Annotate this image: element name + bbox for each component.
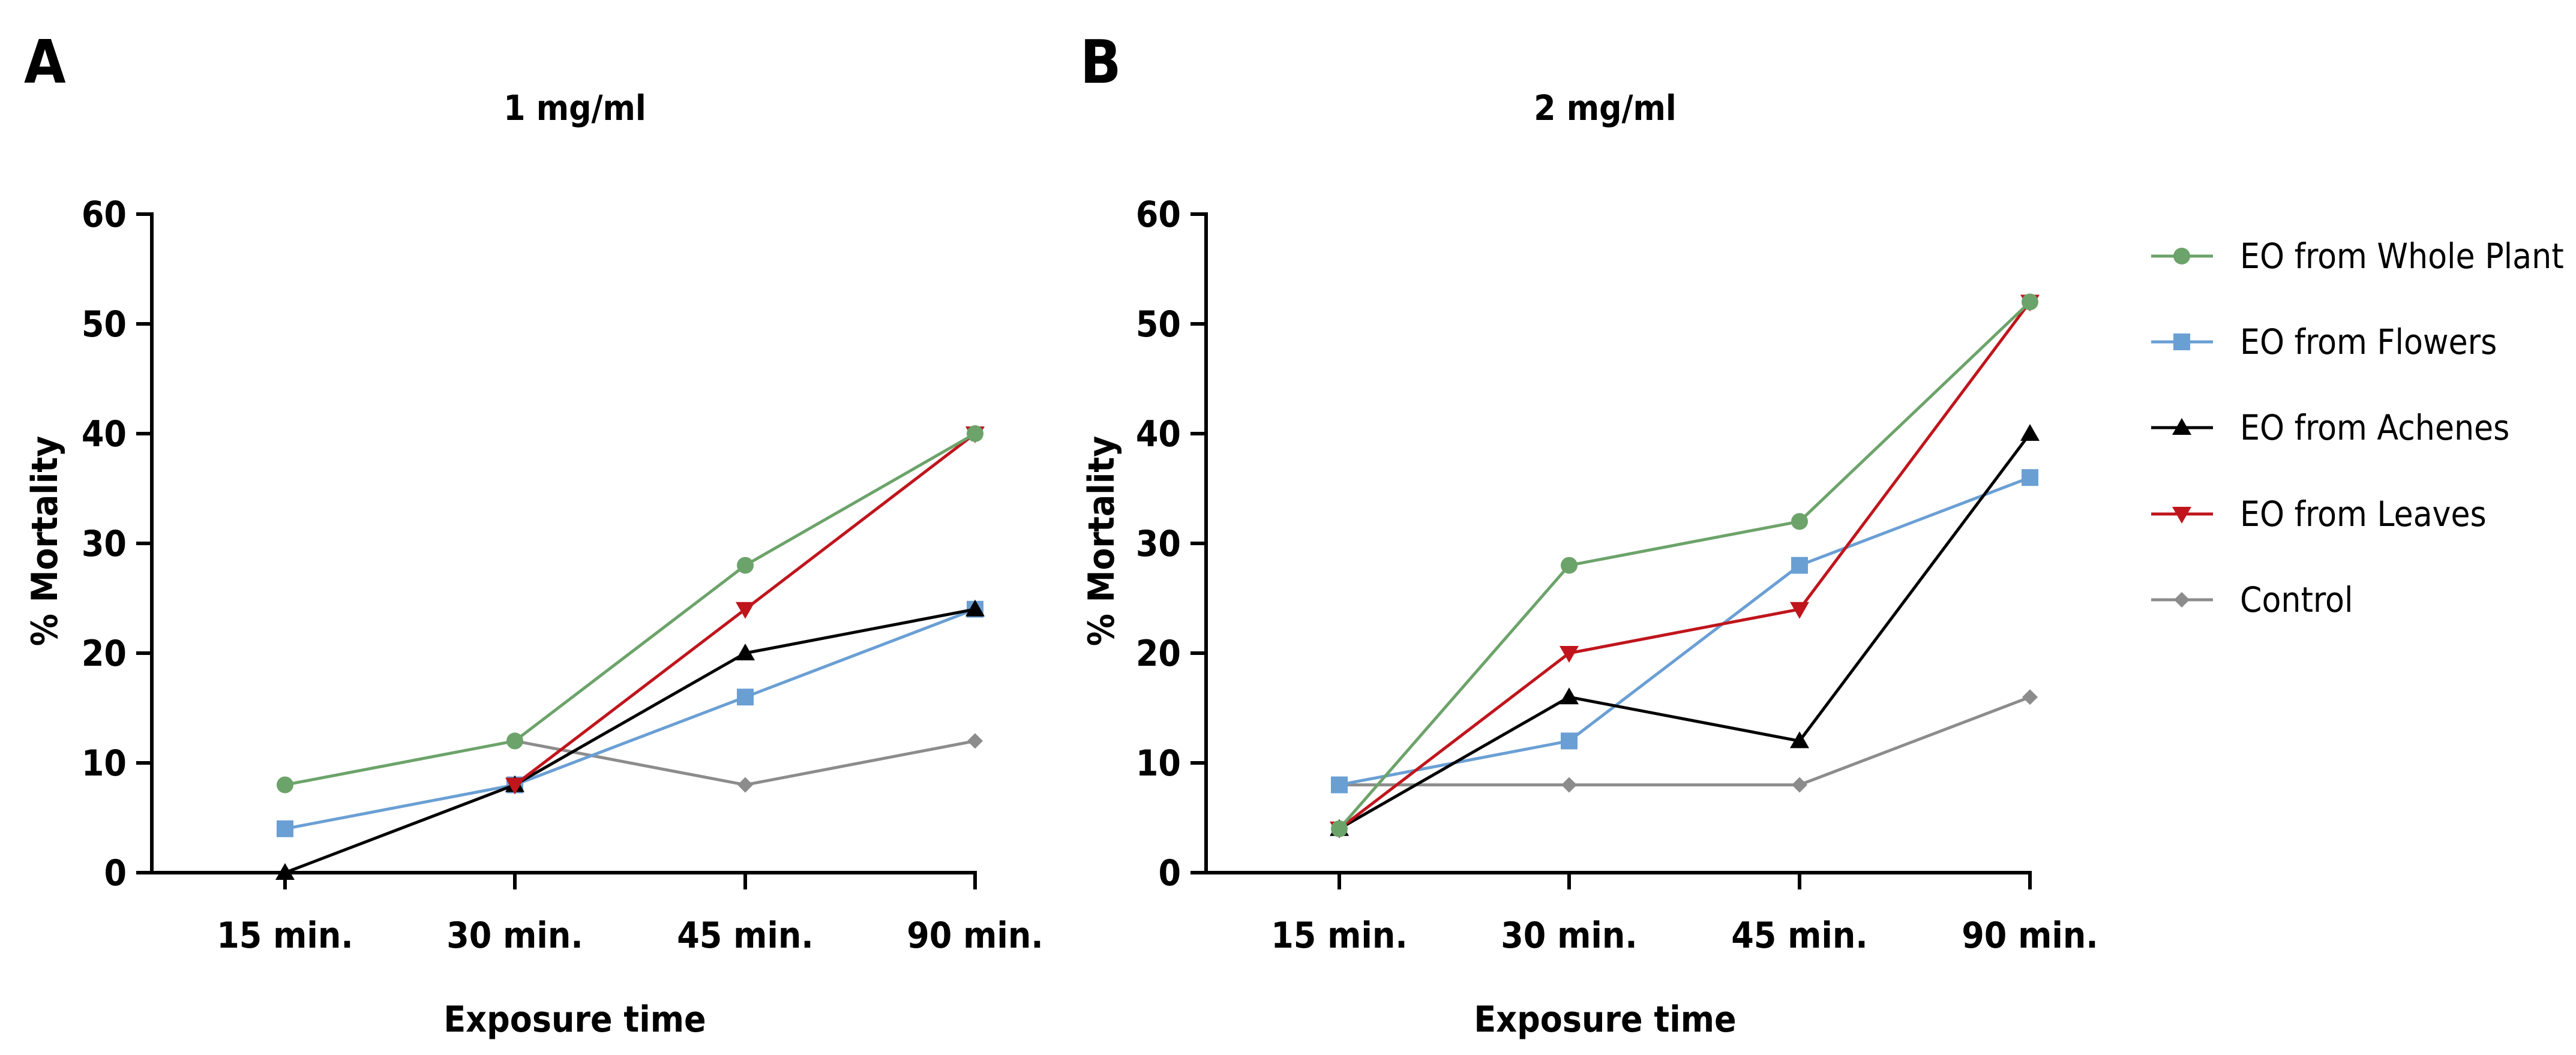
panel-b-point-eo-from-flowers [2022, 469, 2038, 486]
panel-a-point-control [967, 733, 983, 749]
panel-b: B 2 mg/ml % Mortality Exposure time 0 10 2… [1080, 27, 2098, 1041]
panel-a-point-control [737, 777, 753, 793]
panel-b-line-eo-from-leaves [1338, 300, 2032, 830]
legend-item-eo-from-achenes: EO from Achenes [2151, 407, 2509, 448]
panel-b-point-eo-from-leaves [1790, 602, 1809, 619]
panel-b-y-tick-label: 10 [1136, 743, 1181, 785]
panel-a-line-eo-from-flowers [284, 608, 976, 831]
legend-marker [2172, 418, 2191, 435]
legend-label: EO from Flowers [2240, 321, 2497, 362]
panel-a-point-eo-from-whole-plant [277, 776, 293, 793]
panel-a-title: 1 mg/ml [503, 88, 646, 128]
panel-a-x-tick-label: 15 min. [217, 915, 353, 957]
panel-a-x-tick-label: 90 min. [907, 915, 1043, 957]
panel-a-point-eo-from-achenes [275, 863, 295, 880]
panel-b-point-control [1792, 777, 1807, 793]
panel-a-y-tick-label: 20 [82, 633, 127, 675]
panel-a-point-eo-from-flowers [277, 820, 293, 837]
legend-label: Control [2240, 579, 2353, 620]
panel-a-y-tick-label: 0 [104, 852, 127, 894]
legend-item-eo-from-flowers: EO from Flowers [2151, 321, 2497, 362]
panel-a-point-eo-from-whole-plant [967, 425, 983, 442]
panel-b-point-eo-from-whole-plant [1561, 557, 1578, 574]
panel-a-point-eo-from-leaves [736, 602, 755, 619]
legend: EO from Whole Plant EO from Flowers EO fro… [2151, 236, 2564, 620]
panel-b-axes: 0 10 20 30 40 50 60 15 min. 30 min. 45 min. 90 min… [1136, 194, 2098, 957]
panel-b-letter: B [1080, 27, 1121, 97]
legend-item-control: Control [2151, 579, 2353, 620]
panel-b-x-tick-label: 15 min. [1271, 915, 1408, 957]
panel-b-point-eo-from-flowers [1561, 732, 1578, 750]
panel-b-y-tick-label: 0 [1158, 852, 1181, 894]
panel-b-line-eo-from-achenes [1338, 432, 2032, 830]
panel-a-y-tick-label: 50 [82, 303, 127, 345]
legend-marker [2172, 507, 2191, 524]
panel-a-y-tick-label: 40 [82, 413, 127, 455]
panel-b-y-tick-label: 30 [1136, 523, 1181, 565]
legend-marker [2173, 248, 2190, 264]
panel-b-line-control [1339, 695, 2031, 787]
panel-b-xlabel: Exposure time [1474, 999, 1736, 1041]
panel-b-point-eo-from-whole-plant [2022, 293, 2038, 311]
panel-a-point-eo-from-achenes [965, 599, 985, 617]
panel-a-x-tick-label: 45 min. [677, 915, 814, 957]
legend-item-eo-from-leaves: EO from Leaves [2151, 494, 2487, 534]
panel-a-xlabel: Exposure time [443, 999, 706, 1041]
panel-a-y-tick-label: 30 [82, 523, 127, 565]
panel-a-point-eo-from-whole-plant [506, 732, 523, 750]
legend-label: EO from Achenes [2240, 407, 2509, 448]
panel-a-line-eo-from-achenes [284, 608, 976, 874]
legend-marker [2174, 592, 2190, 608]
legend-marker [2173, 333, 2190, 350]
panel-a-series-eo-from-whole-plant [277, 425, 983, 793]
legend-item-eo-from-whole-plant: EO from Whole Plant [2151, 236, 2564, 276]
panel-a: A 1 mg/ml % Mortality Exposure time 0 10 2… [24, 27, 1043, 1041]
panel-b-point-eo-from-whole-plant [1791, 513, 1808, 530]
panel-b-point-eo-from-flowers [1791, 557, 1808, 574]
panel-a-plot [275, 425, 985, 880]
panel-a-y-tick-label: 10 [82, 743, 127, 785]
panel-b-point-eo-from-achenes [2020, 424, 2040, 441]
legend-label: EO from Leaves [2240, 494, 2487, 534]
panel-b-x-tick-label: 90 min. [1962, 915, 2098, 957]
panel-a-point-eo-from-flowers [737, 689, 754, 706]
panel-b-point-eo-from-achenes [1560, 687, 1579, 705]
panel-b-y-tick-label: 60 [1136, 194, 1181, 236]
panel-b-point-control [2022, 689, 2038, 705]
panel-a-axes: 0 10 20 30 40 50 60 15 min. 30 min. 45 min. 90 min… [82, 194, 1043, 957]
panel-b-x-tick-label: 45 min. [1731, 915, 1868, 957]
panel-a-line-eo-from-whole-plant [284, 432, 976, 787]
panel-b-point-eo-from-flowers [1331, 776, 1348, 793]
panel-b-plot [1330, 293, 2040, 838]
legend-label: EO from Whole Plant [2240, 236, 2564, 276]
panel-b-point-eo-from-leaves [1560, 646, 1579, 663]
panel-b-series-eo-from-whole-plant [1331, 293, 2038, 837]
panel-a-point-eo-from-achenes [736, 644, 755, 660]
panel-b-x-tick-label: 30 min. [1501, 915, 1638, 957]
panel-a-point-eo-from-whole-plant [737, 557, 754, 574]
panel-a-ylabel: % Mortality [24, 436, 66, 647]
panel-a-y-tick-label: 60 [82, 194, 127, 236]
panel-b-line-eo-from-whole-plant [1338, 300, 2031, 830]
panel-b-point-control [1561, 777, 1577, 793]
panel-b-ylabel: % Mortality [1081, 436, 1123, 647]
panel-a-point-eo-from-leaves [505, 777, 524, 795]
panel-b-title: 2 mg/ml [1534, 88, 1677, 128]
panel-b-y-tick-label: 20 [1136, 633, 1181, 675]
panel-b-y-tick-label: 50 [1136, 303, 1181, 345]
panel-b-point-eo-from-whole-plant [1331, 820, 1348, 837]
panel-b-y-tick-label: 40 [1136, 413, 1181, 455]
panel-a-letter: A [24, 27, 66, 97]
panel-b-point-eo-from-achenes [1790, 731, 1809, 749]
panel-a-x-tick-label: 30 min. [446, 915, 583, 957]
